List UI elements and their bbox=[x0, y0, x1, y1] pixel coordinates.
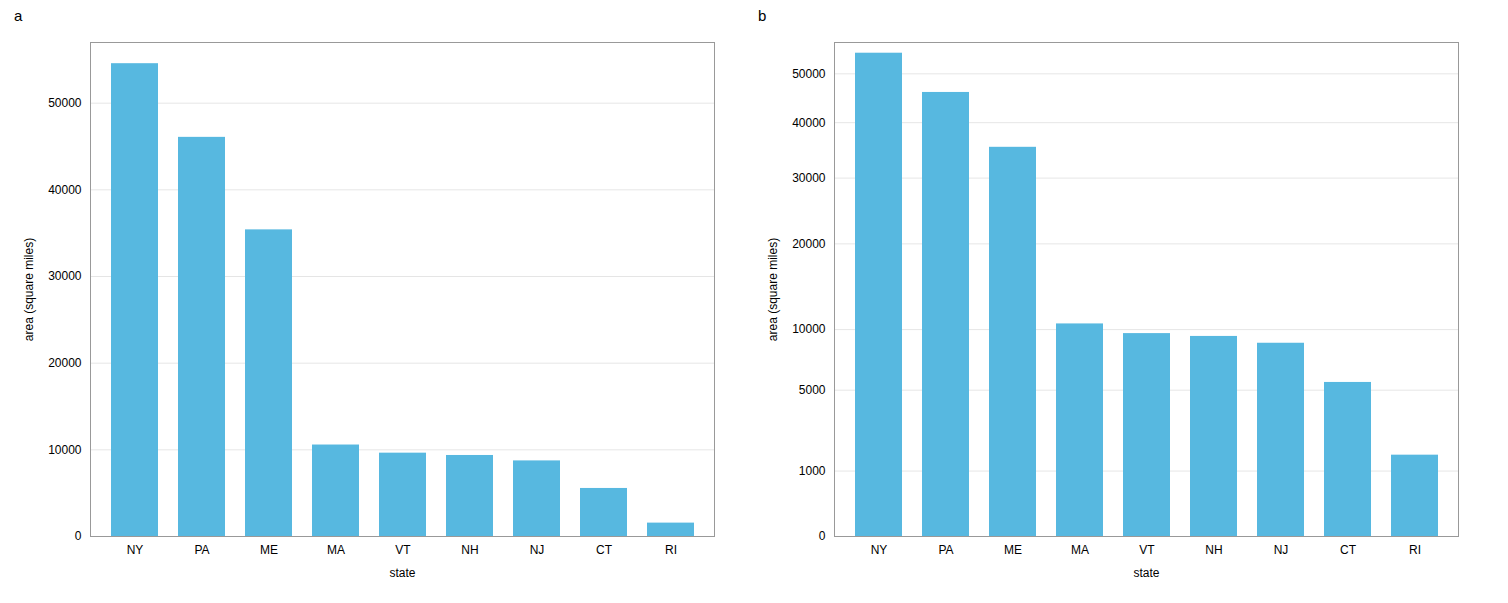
svg-text:ME: ME bbox=[260, 543, 278, 557]
svg-text:10000: 10000 bbox=[792, 322, 826, 336]
svg-text:state: state bbox=[389, 566, 415, 580]
html-text:a: a bbox=[14, 7, 23, 24]
svg-text:RI: RI bbox=[1409, 543, 1421, 557]
svg-text:50000: 50000 bbox=[48, 96, 82, 110]
svg-text:30000: 30000 bbox=[792, 171, 826, 185]
svg-text:40000: 40000 bbox=[792, 116, 826, 130]
svg-text:NJ: NJ bbox=[1274, 543, 1289, 557]
svg-text:area (square miles): area (square miles) bbox=[766, 238, 780, 341]
svg-text:RI: RI bbox=[665, 543, 677, 557]
svg-text:1000: 1000 bbox=[799, 464, 826, 478]
svg-text:0: 0 bbox=[75, 529, 82, 543]
svg-text:NH: NH bbox=[461, 543, 478, 557]
svg-text:MA: MA bbox=[327, 543, 345, 557]
svg-text:state: state bbox=[1133, 566, 1159, 580]
svg-text:40000: 40000 bbox=[48, 183, 82, 197]
svg-text:20000: 20000 bbox=[48, 356, 82, 370]
svg-text:NH: NH bbox=[1205, 543, 1222, 557]
svg-text:PA: PA bbox=[938, 543, 953, 557]
svg-text:PA: PA bbox=[194, 543, 209, 557]
svg-text:0: 0 bbox=[819, 529, 826, 543]
svg-text:CT: CT bbox=[1340, 543, 1357, 557]
svg-text:area (square miles): area (square miles) bbox=[22, 238, 36, 341]
svg-text:50000: 50000 bbox=[792, 67, 826, 81]
svg-text:20000: 20000 bbox=[792, 237, 826, 251]
svg-text:CT: CT bbox=[596, 543, 613, 557]
svg-text:MA: MA bbox=[1071, 543, 1089, 557]
svg-text:NY: NY bbox=[127, 543, 144, 557]
svg-text:5000: 5000 bbox=[799, 383, 826, 397]
svg-text:10000: 10000 bbox=[48, 443, 82, 457]
svg-text:NJ: NJ bbox=[530, 543, 545, 557]
svg-text:ME: ME bbox=[1004, 543, 1022, 557]
svg-text:NY: NY bbox=[871, 543, 888, 557]
html-text:b: b bbox=[758, 7, 767, 24]
svg-text:VT: VT bbox=[1139, 543, 1155, 557]
svg-text:30000: 30000 bbox=[48, 269, 82, 283]
svg-text:VT: VT bbox=[395, 543, 411, 557]
